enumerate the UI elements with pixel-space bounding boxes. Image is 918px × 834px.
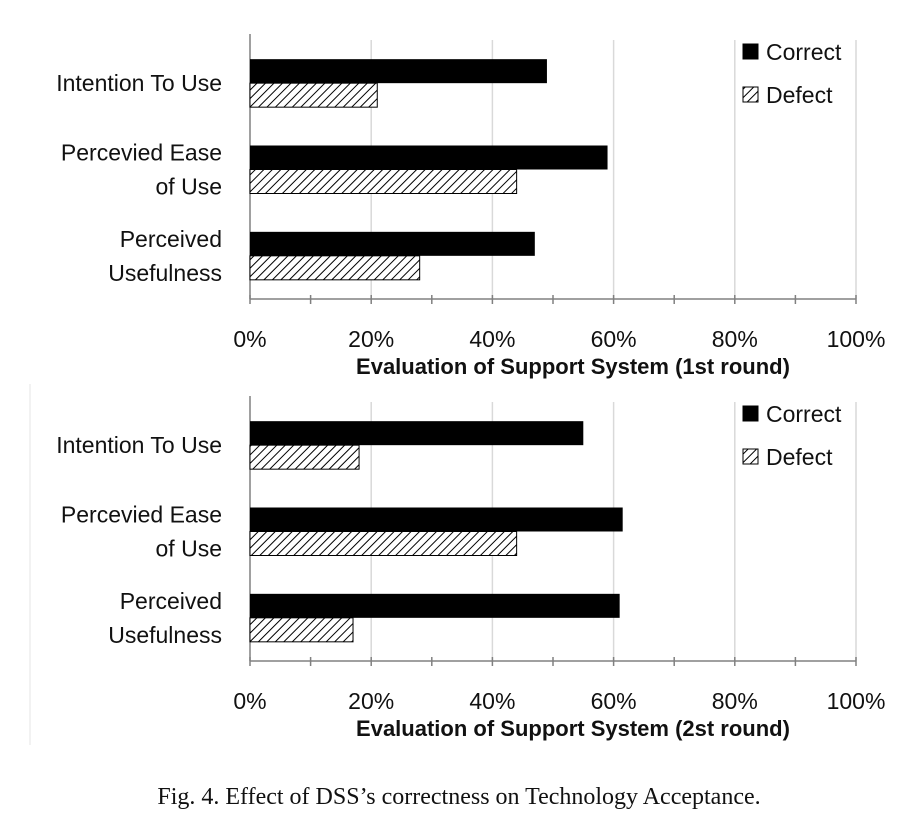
legend-label: Defect: [766, 82, 833, 108]
bar-defect: [249, 444, 360, 470]
legend-swatch-defect: [742, 448, 759, 465]
category-label: Percevied Ease: [61, 502, 222, 528]
bar-defect: [249, 617, 354, 643]
chart-panel-1st-round: 0% 20% 40% 60% 80% 100% Evaluation of Support …: [56, 34, 885, 379]
x-tick-label: 60%: [591, 688, 637, 714]
bar-correct: [250, 145, 608, 170]
bar-defect: [249, 255, 421, 281]
legend-swatch-defect: [742, 86, 759, 103]
category-label: of Use: [156, 174, 222, 200]
x-tick-label: 100%: [827, 326, 886, 352]
bar-correct: [250, 593, 620, 618]
legend-swatch-correct: [742, 405, 759, 422]
x-tick-label: 100%: [827, 688, 886, 714]
x-tick-label: 60%: [591, 326, 637, 352]
x-axis-title: Evaluation of Support System (2st round): [356, 716, 790, 741]
category-label: of Use: [156, 536, 222, 562]
bar-defect: [249, 169, 518, 194]
x-tick-label: 0%: [233, 688, 266, 714]
legend-swatch-correct: [742, 43, 759, 60]
figure-caption: Fig. 4. Effect of DSS’s correctness on T…: [157, 784, 761, 810]
bar-defect: [249, 531, 518, 556]
x-tick-label: 20%: [348, 688, 394, 714]
bar-correct: [250, 421, 584, 446]
category-label: Perceived: [120, 588, 222, 614]
legend-label: Correct: [766, 39, 842, 65]
bar-correct: [250, 507, 623, 532]
bar-defect: [249, 82, 378, 108]
x-tick-label: 0%: [233, 326, 266, 352]
x-tick-label: 40%: [469, 326, 515, 352]
legend-label: Correct: [766, 401, 842, 427]
category-label: Perceived: [120, 226, 222, 252]
bar-correct: [250, 59, 547, 84]
x-tick-label: 20%: [348, 326, 394, 352]
category-label: Usefulness: [108, 622, 222, 648]
category-label: Percevied Ease: [61, 140, 222, 166]
bar-correct: [250, 231, 535, 256]
x-axis-title: Evaluation of Support System (1st round): [356, 354, 790, 379]
category-label: Intention To Use: [56, 70, 222, 96]
category-label: Intention To Use: [56, 432, 222, 458]
category-label: Usefulness: [108, 260, 222, 286]
x-tick-label: 80%: [712, 688, 758, 714]
x-tick-label: 40%: [469, 688, 515, 714]
chart-panel-2st-round: 0% 20% 40% 60% 80% 100% Evaluation of Support …: [56, 396, 885, 741]
legend-label: Defect: [766, 444, 833, 470]
x-tick-label: 80%: [712, 326, 758, 352]
